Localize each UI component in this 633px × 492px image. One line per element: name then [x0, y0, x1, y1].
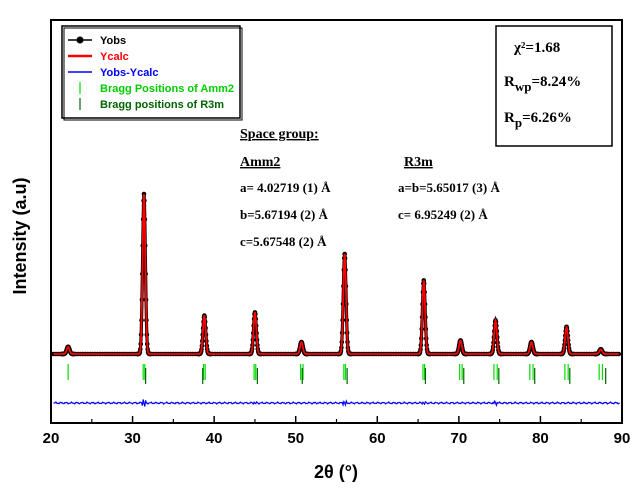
legend-entry-amm2: Bragg Positions of Amm2 — [79, 82, 234, 95]
legend-entry-r3m: Bragg positions of R3m — [79, 98, 224, 111]
chi-squared: χ²=1.68 — [513, 40, 560, 56]
stats-frame — [495, 25, 613, 147]
fit-stats-box: χ²=1.68 Rwp=8.24% Rp=6.26% — [495, 25, 613, 147]
amm2-a: a= 4.02719 (1) Å — [240, 180, 331, 195]
circle-marker-icon — [76, 36, 84, 44]
x-tick-label: 30 — [124, 430, 141, 447]
x-tick-label: 90 — [614, 430, 631, 447]
y-axis-title: Intensity (a.u) — [10, 177, 30, 294]
ycalc-line — [53, 194, 620, 355]
x-tick-label: 70 — [451, 430, 468, 447]
legend-label-r3m: Bragg positions of R3m — [100, 99, 224, 111]
legend-entry-ycalc: Ycalc — [68, 51, 129, 63]
x-tick-label: 20 — [43, 430, 60, 447]
legend-label-diff: Yobs-Ycalc — [100, 67, 159, 79]
legend-label-ycalc: Ycalc — [100, 51, 129, 63]
legend-label-amm2: Bragg Positions of Amm2 — [100, 83, 234, 95]
legend-shadow — [63, 27, 243, 121]
yobs-points — [51, 191, 622, 357]
r3m-ab: a=b=5.65017 (3) Å — [398, 180, 500, 195]
r3m-heading: R3m — [404, 155, 433, 170]
lattice-annotations: Space group: Amm2 R3m a= 4.02719 (1) Å b… — [240, 127, 500, 249]
x-axis-title: 2θ (°) — [314, 462, 358, 482]
yobs-line — [53, 193, 620, 356]
x-axis: 20 30 40 50 60 70 80 90 — [43, 416, 631, 447]
x-tick-label: 60 — [369, 430, 386, 447]
legend: Yobs Ycalc Yobs-Ycalc Bragg Positions of… — [61, 25, 243, 121]
legend-label-yobs: Yobs — [100, 35, 126, 47]
amm2-c: c=5.67548 (2) Å — [240, 234, 327, 249]
r3m-c: c= 6.95249 (2) Å — [398, 207, 488, 222]
x-tick-label: 80 — [532, 430, 549, 447]
x-tick-label: 40 — [206, 430, 223, 447]
difference-line — [53, 399, 621, 408]
legend-entry-diff: Yobs-Ycalc — [68, 67, 159, 79]
x-tick-label: 50 — [287, 430, 304, 447]
amm2-b: b=5.67194 (2) Å — [240, 207, 329, 222]
legend-entry-yobs: Yobs — [68, 35, 126, 47]
traces — [51, 191, 622, 408]
amm2-heading: Amm2 — [240, 155, 280, 170]
rp-value: Rp=6.26% — [504, 110, 572, 130]
space-group-heading: Space group: — [240, 127, 319, 142]
rwp-value: Rwp=8.24% — [504, 74, 581, 94]
